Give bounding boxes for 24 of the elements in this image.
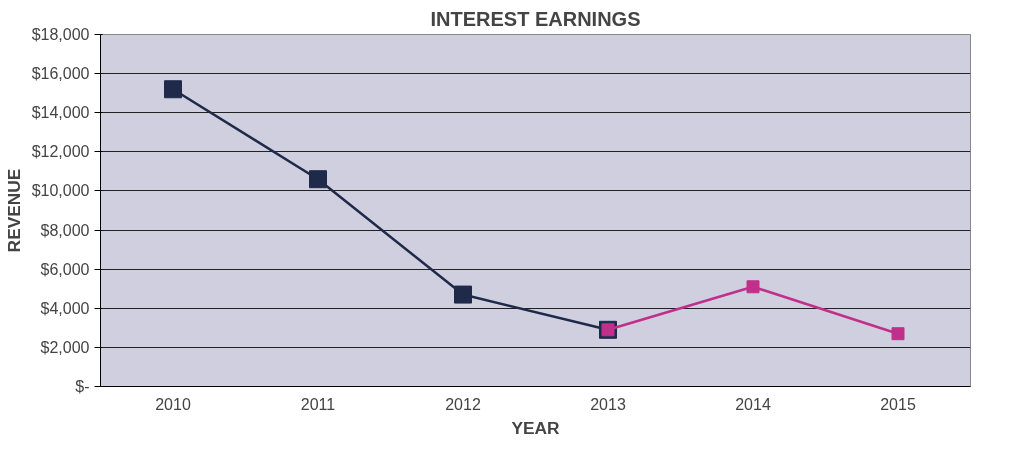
point: [164, 80, 182, 99]
y-tick-label: $-: [75, 378, 90, 395]
x-axis-title: YEAR: [511, 417, 561, 438]
x-tick-label: 2010: [155, 395, 191, 413]
chart-title: INTEREST EARNINGS: [430, 7, 641, 30]
y-tick-label: $12,000: [31, 143, 90, 161]
y-tick-label: $10,000: [31, 182, 90, 200]
point: [309, 170, 327, 189]
y-tick-label: $4,000: [40, 299, 90, 317]
y-tick-label: $2,000: [40, 338, 90, 356]
y-tick-label: $8,000: [40, 221, 90, 239]
y-tick-label: $14,000: [31, 104, 90, 122]
x-tick-label: 2015: [880, 395, 916, 413]
point: [891, 327, 905, 341]
point: [746, 280, 760, 294]
x-tick-label: 2013: [590, 395, 626, 413]
y-tick-label: $16,000: [31, 65, 90, 83]
x-tick-label: 2014: [735, 395, 771, 413]
y-axis-title: REVENUE: [3, 168, 24, 253]
y-tick-label: $18,000: [31, 26, 90, 43]
x-tick-label: 2011: [300, 395, 336, 413]
y-tick-label: $6,000: [40, 260, 90, 278]
point: [454, 285, 472, 304]
x-tick-label: 2012: [445, 395, 481, 413]
